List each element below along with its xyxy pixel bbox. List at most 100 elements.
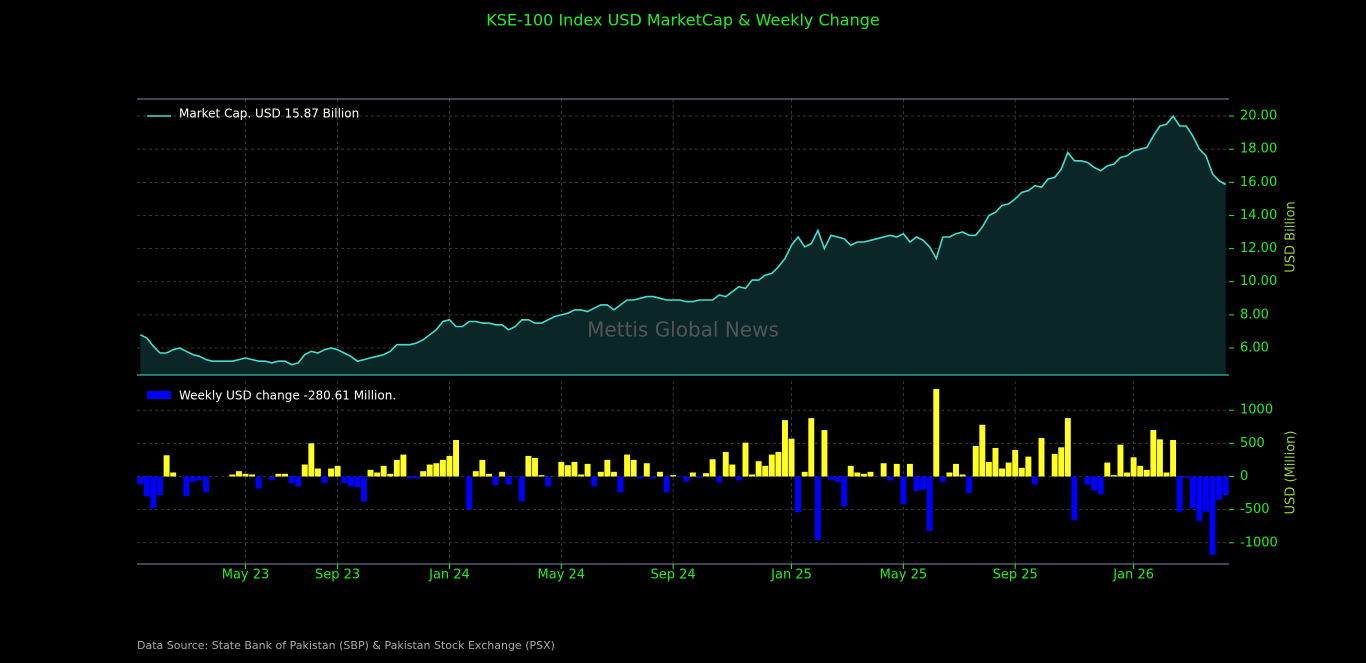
bar bbox=[617, 476, 624, 493]
bar bbox=[1104, 462, 1111, 477]
bar bbox=[782, 420, 788, 477]
y-tick-label: 16.00 bbox=[1240, 175, 1277, 190]
bar bbox=[584, 463, 591, 477]
bar bbox=[775, 451, 782, 477]
bar bbox=[295, 476, 302, 487]
bar bbox=[505, 476, 512, 485]
bar bbox=[341, 476, 348, 484]
bar bbox=[170, 472, 177, 477]
y-tick-label: -500 bbox=[1240, 502, 1270, 517]
bar bbox=[571, 461, 578, 477]
bar bbox=[683, 476, 690, 482]
x-tick-label: Sep 23 bbox=[315, 568, 360, 583]
bar bbox=[1117, 444, 1124, 477]
bar bbox=[610, 471, 617, 477]
bar bbox=[558, 461, 565, 477]
bar bbox=[360, 476, 367, 502]
bar bbox=[1143, 469, 1150, 477]
bar bbox=[1203, 476, 1209, 512]
bar bbox=[1196, 476, 1203, 521]
bar bbox=[657, 471, 663, 477]
bar bbox=[709, 459, 716, 477]
bar bbox=[722, 451, 729, 477]
bar bbox=[354, 476, 361, 488]
y-tick-label: 1000 bbox=[1240, 403, 1273, 418]
x-tick-label: Jan 26 bbox=[1112, 568, 1154, 583]
x-tick-label: Sep 25 bbox=[993, 568, 1038, 583]
chart-title: KSE-100 Index USD MarketCap & Weekly Cha… bbox=[486, 11, 879, 30]
bar bbox=[525, 455, 532, 477]
y-tick-label: 12.00 bbox=[1240, 241, 1277, 256]
y-tick-label: 8.00 bbox=[1240, 307, 1269, 322]
bar bbox=[472, 471, 479, 477]
bar bbox=[1018, 467, 1025, 477]
bar bbox=[334, 465, 341, 477]
bar bbox=[282, 473, 288, 477]
y-tick-label: 20.00 bbox=[1240, 109, 1277, 124]
bar bbox=[1222, 476, 1229, 496]
y-tick-label: 500 bbox=[1240, 436, 1265, 451]
y-tick-label: 0 bbox=[1240, 469, 1248, 484]
y-tick-label: 10.00 bbox=[1240, 274, 1277, 289]
bar bbox=[1183, 476, 1190, 478]
bar bbox=[1031, 476, 1038, 485]
bar bbox=[157, 476, 163, 496]
bar bbox=[749, 474, 756, 477]
bar bbox=[591, 476, 598, 487]
watermark: Mettis Global News bbox=[587, 318, 779, 342]
bar bbox=[1058, 447, 1065, 477]
bar bbox=[1216, 476, 1223, 500]
bar bbox=[999, 468, 1006, 477]
bar bbox=[439, 459, 446, 477]
bar bbox=[1064, 418, 1071, 477]
bar bbox=[867, 471, 874, 477]
bar bbox=[453, 440, 460, 477]
bar bbox=[479, 459, 486, 477]
x-tick-label: May 24 bbox=[538, 568, 586, 583]
bar bbox=[400, 454, 407, 477]
bar bbox=[893, 463, 900, 477]
bar bbox=[788, 438, 795, 477]
bar bbox=[630, 459, 637, 477]
bar bbox=[920, 476, 927, 490]
bar bbox=[933, 388, 940, 477]
bar bbox=[1091, 476, 1098, 491]
x-tick-label: May 23 bbox=[222, 568, 270, 583]
bar bbox=[755, 461, 762, 477]
market-cap-line bbox=[139, 114, 1227, 366]
bar bbox=[762, 465, 769, 477]
bar bbox=[446, 455, 453, 477]
bar bbox=[841, 476, 848, 507]
bar bbox=[953, 463, 959, 477]
bar bbox=[321, 476, 328, 484]
bar bbox=[926, 476, 933, 531]
bar bbox=[407, 476, 413, 479]
bar bbox=[735, 476, 742, 481]
bar bbox=[229, 474, 236, 477]
bar bbox=[183, 476, 190, 497]
bar bbox=[538, 475, 545, 477]
bar bbox=[242, 473, 249, 477]
bar bbox=[676, 476, 683, 478]
bar bbox=[946, 472, 953, 477]
x-tick-label: Jan 24 bbox=[428, 568, 470, 583]
y-axis-label: USD (Million) bbox=[1284, 431, 1299, 515]
bar bbox=[663, 476, 670, 493]
bar bbox=[742, 442, 749, 477]
bar bbox=[1130, 457, 1137, 477]
bar bbox=[670, 475, 677, 477]
bar bbox=[650, 476, 657, 479]
y-axis-label: USD Billion bbox=[1284, 201, 1299, 272]
bar bbox=[499, 471, 506, 477]
bar bbox=[163, 455, 170, 477]
legend-label: Market Cap. USD 15.87 Billion bbox=[179, 107, 359, 121]
bar bbox=[249, 474, 256, 477]
bar bbox=[972, 445, 979, 477]
legend-label: Weekly USD change -280.61 Million. bbox=[179, 389, 396, 403]
bar bbox=[880, 463, 887, 477]
bar bbox=[1176, 476, 1183, 512]
bar bbox=[308, 443, 315, 477]
bar bbox=[637, 476, 644, 479]
bar bbox=[808, 418, 815, 477]
